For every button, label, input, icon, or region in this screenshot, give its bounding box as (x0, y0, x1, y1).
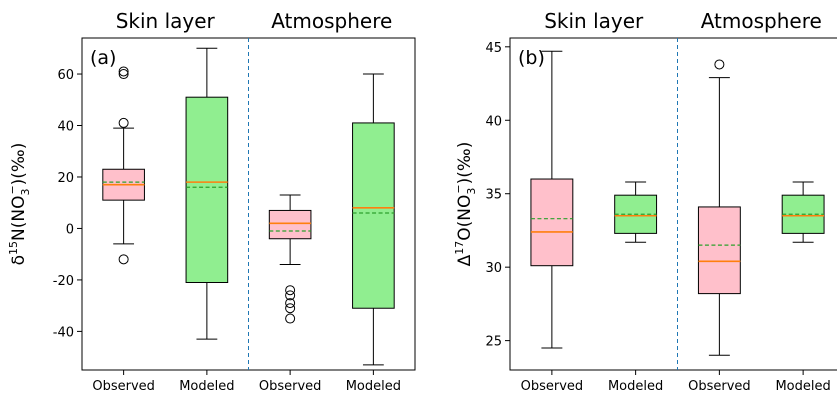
outlier-point (118, 117, 129, 128)
y-tick-label: 0 (66, 222, 74, 237)
box-atmosphere-modeled (781, 181, 825, 243)
outlier-point (714, 59, 725, 70)
outlier-point (118, 69, 129, 80)
y-tick-label: -20 (53, 274, 74, 289)
box-skin-layer-observed (102, 66, 145, 265)
y-tick-label: 30 (485, 261, 502, 276)
y-tick-label: 35 (485, 188, 502, 203)
box-atmosphere-observed (697, 59, 741, 356)
x-tick-label: Modeled (179, 379, 234, 394)
iqr-box (352, 122, 395, 309)
box-skin-layer-observed (530, 50, 574, 349)
panel-label: (a) (90, 47, 116, 69)
iqr-box (268, 209, 312, 240)
group-title: Atmosphere (701, 9, 822, 33)
iqr-box (697, 206, 741, 295)
outlier-point (285, 290, 296, 301)
x-tick-label: Observed (92, 379, 155, 394)
outlier-point (285, 298, 296, 309)
group-title: Skin layer (544, 9, 644, 33)
iqr-box (530, 178, 574, 267)
panel-a: -40 -20 0 20 40 60 δ15N(NO3−)(‰) Skin layer Atmo… (6, 9, 416, 394)
outlier-point (118, 254, 129, 265)
box-skin-layer-modeled (185, 47, 229, 340)
iqr-box (185, 96, 229, 283)
outlier-point (118, 66, 129, 77)
x-tick-label: Modeled (608, 379, 663, 394)
panel-b: 25 30 35 40 45 Δ17O(NO3−)(‰) Skin layer Atmosph… (452, 9, 837, 394)
group-title: Atmosphere (271, 9, 392, 33)
y-tick-label: 40 (57, 120, 74, 135)
y-axis-label: δ15N(NO3−)(‰) (6, 143, 32, 266)
y-tick-label: 45 (485, 41, 502, 56)
x-tick-label: Observed (259, 379, 322, 394)
outlier-point (285, 285, 296, 296)
x-tick-label: Observed (688, 379, 751, 394)
y-tick-label: 60 (57, 68, 74, 83)
panel-label: (b) (518, 47, 545, 69)
y-tick-label: 25 (485, 335, 502, 350)
y-tick-label: 20 (57, 171, 74, 186)
box-skin-layer-modeled (614, 181, 658, 243)
x-tick-label: Modeled (775, 379, 830, 394)
y-tick-label: -40 (53, 325, 74, 340)
x-tick-label: Observed (521, 379, 584, 394)
y-tick-label: 40 (485, 114, 502, 129)
y-axis-label: Δ17O(NO3−)(‰) (452, 142, 478, 267)
outlier-point (285, 303, 296, 314)
x-tick-label: Modeled (346, 379, 401, 394)
box-atmosphere-modeled (352, 73, 395, 366)
outlier-point (285, 313, 296, 324)
box-atmosphere-observed (268, 194, 312, 324)
group-title: Skin layer (116, 9, 216, 33)
